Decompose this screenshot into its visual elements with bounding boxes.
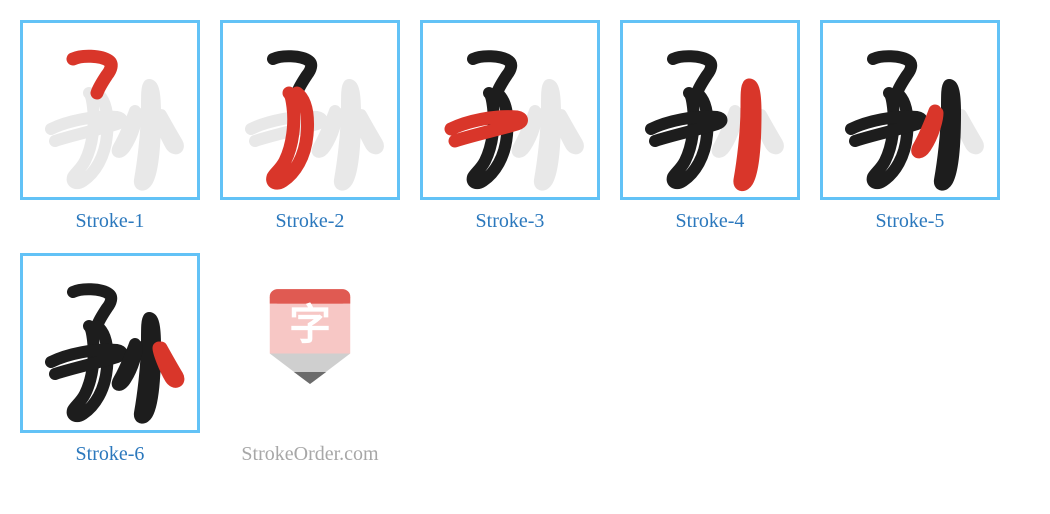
stroke-cell-4: Stroke-4 xyxy=(620,20,800,233)
stroke-cell-5: Stroke-5 xyxy=(820,20,1000,233)
logo-caption: StrokeOrder.com xyxy=(241,443,378,466)
stroke-grid: Stroke-1 Stroke-2 Stroke-3 Stroke-4 Stroke-5… xyxy=(20,20,1030,466)
stroke-caption: Stroke-4 xyxy=(676,210,745,233)
stroke-cell-3: Stroke-3 xyxy=(420,20,600,233)
stroke-tile-4 xyxy=(620,20,800,200)
stroke-cell-2: Stroke-2 xyxy=(220,20,400,233)
stroke-caption: Stroke-5 xyxy=(876,210,945,233)
stroke-caption: Stroke-6 xyxy=(76,443,145,466)
stroke-tile-1 xyxy=(20,20,200,200)
stroke-caption: Stroke-2 xyxy=(276,210,345,233)
svg-text:字: 字 xyxy=(289,301,331,348)
stroke-cell-6: Stroke-6 xyxy=(20,253,200,466)
stroke-caption: Stroke-3 xyxy=(476,210,545,233)
stroke-caption: Stroke-1 xyxy=(76,210,145,233)
stroke-cell-1: Stroke-1 xyxy=(20,20,200,233)
logo-cell: 字 StrokeOrder.com xyxy=(220,253,400,466)
stroke-tile-6 xyxy=(20,253,200,433)
stroke-tile-2 xyxy=(220,20,400,200)
logo-icon: 字 xyxy=(220,253,400,433)
stroke-tile-3 xyxy=(420,20,600,200)
stroke-tile-5 xyxy=(820,20,1000,200)
